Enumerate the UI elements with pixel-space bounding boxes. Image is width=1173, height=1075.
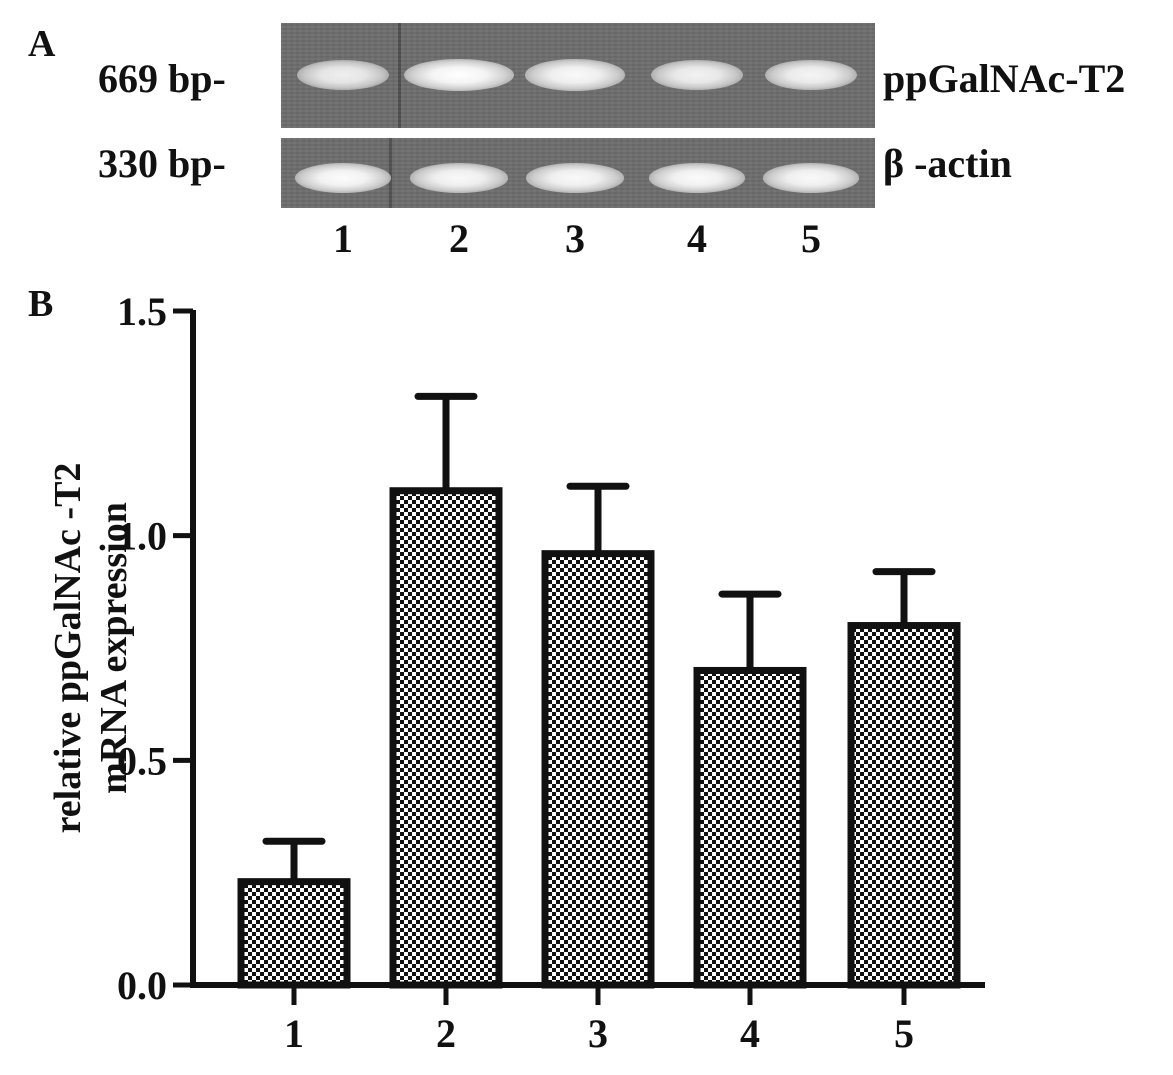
panel-a-label: A — [28, 23, 56, 65]
lane-number-5: 5 — [801, 216, 821, 261]
gel-band — [526, 163, 624, 193]
bar — [237, 878, 351, 989]
x-tick-label: 2 — [436, 1011, 456, 1056]
x-tick-label: 5 — [894, 1011, 914, 1056]
y-tick-label: 1.5 — [117, 289, 167, 334]
gel-band — [404, 58, 514, 92]
gel-band — [649, 163, 745, 193]
gene-label-ppgalnac-t2: ppGalNAc-T2 — [883, 56, 1126, 101]
gel-band — [765, 59, 857, 91]
bar — [847, 622, 961, 989]
gel-strip-ppgalnac-t2 — [281, 23, 875, 128]
y-tick-label: 1.0 — [117, 514, 167, 559]
bar — [541, 550, 655, 989]
y-tick-label: 0.5 — [117, 738, 167, 783]
gel-band — [525, 59, 625, 91]
band-size-label-669: 669 bp- — [98, 56, 226, 101]
x-tick-label: 4 — [740, 1011, 760, 1056]
gel-band — [297, 59, 389, 91]
lane-number-1: 1 — [333, 216, 353, 261]
gel-strip-beta-actin — [281, 138, 875, 208]
bar — [693, 666, 807, 989]
gel-band — [763, 163, 859, 193]
gel-band — [651, 59, 743, 91]
y-tick-label: 0.0 — [117, 963, 167, 1008]
y-axis-label-line-2: mRNA expression — [93, 502, 135, 794]
lane-number-4: 4 — [687, 216, 707, 261]
y-axis-label: relative ppGalNAc -T2 mRNA expression — [47, 463, 135, 834]
y-axis-label-line-1: relative ppGalNAc -T2 — [47, 463, 89, 834]
gel-lane-separator — [389, 138, 392, 208]
gel-band — [410, 163, 508, 193]
gel-band — [295, 163, 391, 193]
lane-number-2: 2 — [449, 216, 469, 261]
x-tick-label: 3 — [588, 1011, 608, 1056]
band-size-label-330: 330 bp- — [98, 141, 226, 186]
gene-label-beta-actin: β -actin — [883, 141, 1012, 186]
bar — [389, 487, 503, 989]
x-tick-label: 1 — [284, 1011, 304, 1056]
lane-number-3: 3 — [565, 216, 585, 261]
panel-b-label: B — [28, 283, 54, 325]
gel-lane-separator — [398, 23, 401, 128]
